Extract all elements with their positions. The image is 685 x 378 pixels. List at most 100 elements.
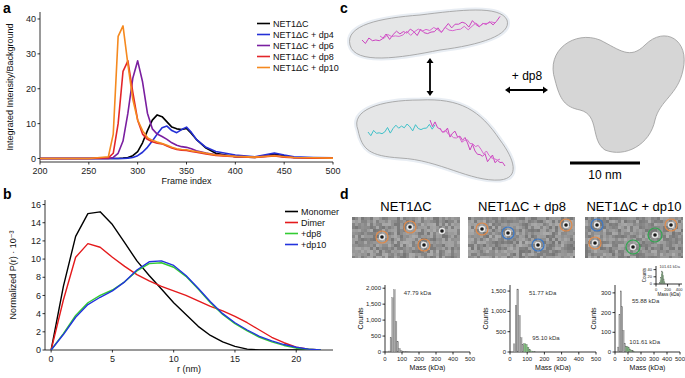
noise: [364, 220, 367, 223]
x-tick: [628, 352, 629, 355]
noise: [433, 253, 436, 256]
noise: [606, 232, 609, 235]
noise: [597, 253, 600, 256]
noise: [624, 223, 627, 226]
noise: [355, 241, 358, 244]
y-tick-label: 0: [650, 281, 653, 286]
arrow-head: [543, 87, 548, 94]
noise: [624, 253, 627, 256]
noise: [486, 256, 489, 258]
noise: [510, 253, 513, 256]
noise: [543, 250, 546, 253]
noise: [519, 244, 522, 247]
noise: [391, 232, 394, 235]
noise: [618, 238, 621, 241]
noise: [624, 217, 627, 220]
noise: [510, 247, 513, 250]
noise: [445, 247, 448, 250]
noise: [436, 226, 439, 229]
particle-halo: [592, 240, 598, 246]
noise: [445, 238, 448, 241]
noise: [531, 226, 534, 229]
noise: [501, 256, 504, 258]
x-tick: [470, 352, 471, 355]
noise: [645, 226, 648, 229]
legend-swatch: [257, 45, 270, 47]
noise: [454, 250, 457, 253]
noise: [394, 229, 397, 232]
noise: [681, 226, 683, 229]
particle: [564, 223, 568, 227]
histogram-bar: [619, 315, 620, 352]
noise: [672, 241, 675, 244]
noise: [558, 250, 561, 253]
noise: [367, 250, 370, 253]
noise: [666, 235, 669, 238]
noise: [457, 235, 460, 238]
legend-swatch: [285, 222, 298, 224]
noise: [516, 232, 519, 235]
noise: [552, 235, 555, 238]
particle-circle: [502, 227, 514, 239]
noise: [409, 241, 412, 244]
noise: [445, 241, 448, 244]
histogram-bar: [527, 347, 529, 352]
noise: [642, 247, 645, 250]
noise: [531, 250, 534, 253]
noise: [681, 220, 683, 223]
noise: [486, 241, 489, 244]
noise: [367, 220, 370, 223]
noise: [445, 223, 448, 226]
noise: [666, 247, 669, 250]
noise: [474, 235, 477, 238]
noise: [531, 253, 534, 256]
histogram-bar: [392, 298, 394, 352]
noise: [615, 244, 618, 247]
noise: [448, 229, 451, 232]
noise: [561, 235, 564, 238]
noise: [624, 238, 627, 241]
x-tick-label: 200: [32, 166, 47, 176]
x-tick: [234, 350, 235, 353]
x-axis-label: Mass (kDa): [657, 292, 681, 297]
noise: [612, 217, 615, 220]
noise: [403, 256, 406, 258]
legend-label: NET1ΔC + dp6: [273, 41, 334, 51]
noise: [606, 235, 609, 238]
noise: [457, 250, 460, 253]
noise: [537, 253, 540, 256]
noise: [471, 226, 474, 229]
noise: [609, 250, 612, 253]
noise: [531, 235, 534, 238]
noise: [397, 256, 400, 258]
noise: [418, 253, 421, 256]
noise: [681, 238, 683, 241]
noise: [549, 244, 552, 247]
noise: [424, 253, 427, 256]
noise: [471, 253, 474, 256]
noise: [433, 241, 436, 244]
noise: [507, 256, 510, 258]
legend-label: +dp10: [301, 240, 326, 250]
noise: [412, 241, 415, 244]
y-axis-label: Counts: [357, 307, 364, 330]
noise: [609, 238, 612, 241]
noise: [495, 253, 498, 256]
noise: [379, 217, 382, 220]
noise: [379, 253, 382, 256]
noise: [430, 250, 433, 253]
noise: [663, 217, 666, 220]
noise: [675, 253, 678, 256]
noise: [609, 247, 612, 250]
y-tick-label: 500: [371, 333, 382, 339]
noise: [615, 235, 618, 238]
noise: [442, 253, 445, 256]
noise: [528, 250, 531, 253]
noise: [355, 217, 358, 220]
noise: [675, 232, 678, 235]
noise: [615, 232, 618, 235]
noise: [669, 241, 672, 244]
noise: [633, 232, 636, 235]
noise: [501, 247, 504, 250]
noise: [516, 250, 519, 253]
